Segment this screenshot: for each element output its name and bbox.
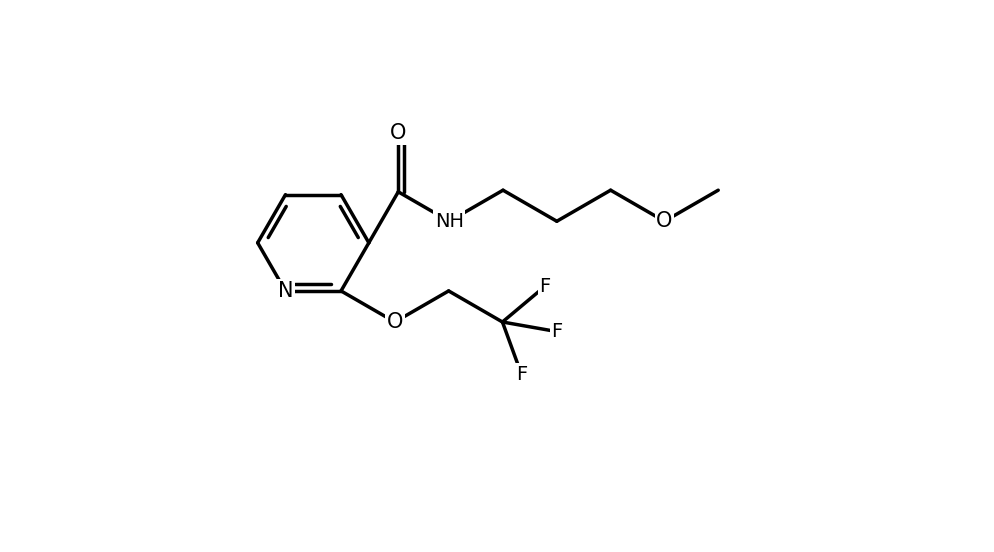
Text: O: O [387, 312, 403, 332]
Text: NH: NH [434, 212, 464, 231]
Text: O: O [656, 211, 673, 231]
Text: F: F [516, 365, 527, 384]
Text: O: O [390, 123, 407, 143]
Text: F: F [540, 277, 551, 296]
Text: N: N [277, 281, 293, 301]
Text: F: F [552, 322, 563, 341]
